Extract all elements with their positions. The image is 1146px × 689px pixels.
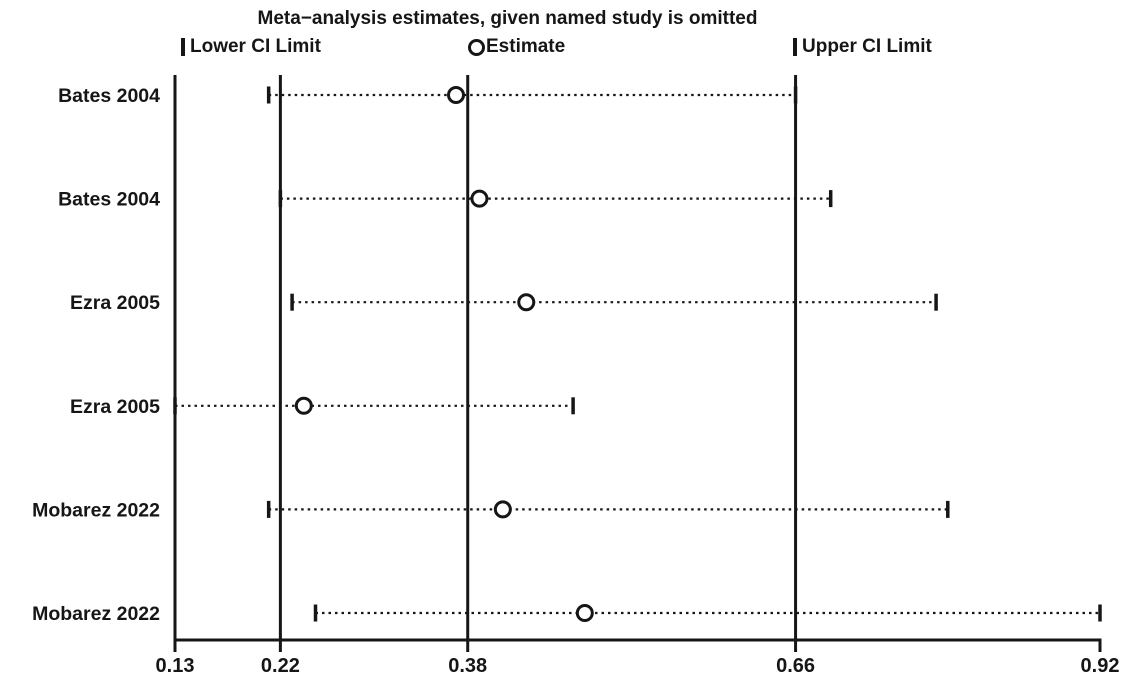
study-label: Ezra 2005 xyxy=(70,396,160,418)
legend-label-upper-ci: Upper CI Limit xyxy=(802,36,932,57)
x-tick-label: 0.22 xyxy=(261,655,300,677)
study-label: Bates 2004 xyxy=(58,85,160,107)
estimate-circle-icon xyxy=(468,38,485,56)
legend-item-lower-ci: Lower CI Limit xyxy=(181,36,321,58)
x-tick-label: 0.13 xyxy=(156,655,195,677)
study-label: Mobarez 2022 xyxy=(32,603,160,625)
lower-ci-tick-icon xyxy=(181,38,185,56)
estimate-marker xyxy=(493,500,512,519)
estimate-marker xyxy=(517,293,536,312)
legend-label-lower-ci: Lower CI Limit xyxy=(190,36,321,57)
legend-item-upper-ci: Upper CI Limit xyxy=(793,36,932,58)
x-tick-label: 0.92 xyxy=(1081,655,1120,677)
x-tick-label: 0.66 xyxy=(776,655,815,677)
chart-title: Meta−analysis estimates, given named stu… xyxy=(257,8,758,29)
legend-label-estimate: Estimate xyxy=(486,36,566,57)
study-label: Ezra 2005 xyxy=(70,292,160,314)
estimate-marker xyxy=(575,604,594,622)
x-tick-label: 0.38 xyxy=(448,655,487,677)
study-label: Bates 2004 xyxy=(58,189,160,211)
estimate-marker xyxy=(294,396,313,415)
estimate-marker xyxy=(447,86,466,104)
study-label: Mobarez 2022 xyxy=(32,499,160,521)
upper-ci-tick-icon xyxy=(793,38,797,56)
estimate-marker xyxy=(470,189,489,208)
legend-item-estimate: Estimate xyxy=(468,36,565,58)
